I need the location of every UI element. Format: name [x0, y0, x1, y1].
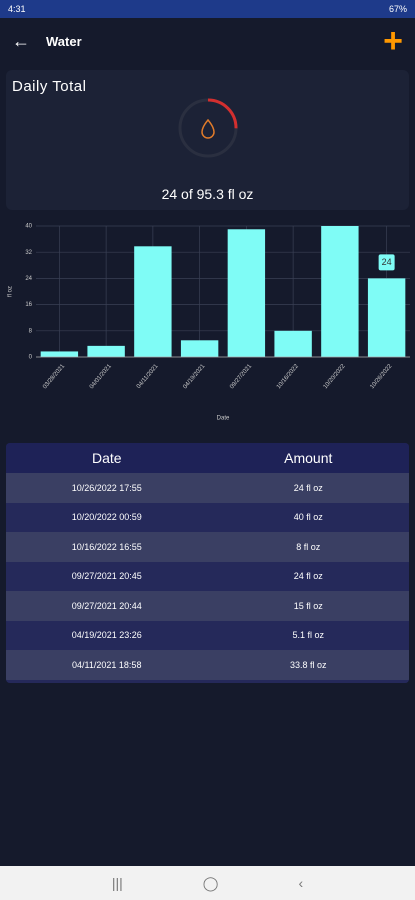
time: 4:31 [8, 4, 26, 14]
history-table: Date Amount 10/26/2022 17:55 24 fl oz 10/20/… [6, 443, 409, 683]
table-header: Date Amount [6, 443, 409, 473]
bar [40, 351, 79, 357]
card-title: Daily Total [12, 78, 87, 95]
table-row: 10/16/2022 16:55 8 fl oz [6, 532, 409, 562]
bar [180, 340, 219, 357]
recents[interactable]: ||| [111, 875, 123, 891]
table-row: 04/19/2021 23:26 5.1 fl oz [6, 620, 409, 650]
app-bar: ← Water + [0, 18, 415, 64]
header-cell: Amount [284, 450, 333, 466]
table-row: 04/11/2021 18:58 33.8 fl oz [6, 650, 409, 680]
cell: 40 fl oz [293, 512, 323, 523]
bar [87, 345, 125, 357]
cell: 04/11/2021 18:58 [72, 659, 142, 670]
home[interactable]: ◯ [202, 874, 219, 891]
tooltip-label: 24 [382, 257, 392, 267]
x-axis-label: Date [217, 416, 230, 422]
bar [321, 226, 359, 357]
x-tick-label: 04/01/2021 [89, 363, 113, 390]
table-row: 10/26/2022 17:55 24 fl oz [6, 473, 409, 503]
y-tick-label: 0 [29, 355, 33, 361]
bar [227, 229, 266, 357]
cell: 10/16/2022 16:55 [71, 541, 142, 552]
x-tick-label: 04/19/2021 [182, 363, 206, 390]
table-row: 04/01/2021 15:403.4 fl oz [6, 679, 409, 683]
x-tick-label: 10/20/2022 [323, 363, 347, 390]
x-tick-label: 10/26/2022 [369, 363, 393, 390]
y-tick-label: 24 [25, 276, 32, 282]
daily-card: Daily Total 24 of 95.3 fl oz [6, 70, 409, 210]
drop-icon [201, 118, 215, 139]
battery: 67% [388, 4, 407, 14]
table-row: 10/20/2022 00:59 40 fl oz [6, 502, 409, 532]
cell: 09/27/2021 20:45 [71, 571, 142, 582]
y-tick-label: 40 [25, 224, 32, 230]
chart: 0 8 16 24 32 40 fl oz Date 03/28/2021 04/01/2021 0… [8, 224, 410, 422]
cell: 09/27/2021 20:44 [71, 600, 142, 611]
add-button[interactable]: + [383, 21, 403, 60]
y-tick-label: 16 [25, 302, 32, 308]
x-tick-label: 04/11/2021 [136, 363, 160, 390]
y-tick-label: 32 [25, 250, 32, 256]
x-tick-label: 10/16/2022 [276, 363, 300, 390]
cell: 24 fl oz [293, 571, 323, 582]
summary: 24 of 95.3 fl oz [161, 186, 254, 202]
back-button[interactable]: ← [12, 30, 30, 51]
cell: 15 fl oz [293, 600, 323, 611]
cell: 10/20/2022 00:59 [71, 512, 142, 523]
bar [367, 278, 406, 357]
title: Water [46, 33, 82, 49]
x-tick-label: 09/27/2021 [229, 363, 253, 390]
cell: 10/26/2022 17:55 [71, 482, 142, 493]
cell: 8 fl oz [296, 541, 321, 552]
bar [274, 330, 312, 357]
y-tick-label: 8 [29, 328, 33, 334]
y-axis-label: fl oz [8, 286, 14, 297]
cell: 5.1 fl oz [292, 630, 325, 641]
cell: 04/19/2021 23:26 [71, 630, 142, 641]
x-tick-label: 03/28/2021 [42, 363, 66, 390]
tooltip [378, 254, 395, 271]
gauge [178, 98, 238, 158]
cell: 33.8 fl oz [289, 659, 327, 670]
header-cell: Date [91, 450, 122, 466]
table-row: 09/27/2021 20:44 15 fl oz [6, 591, 409, 621]
table-row: 09/27/2021 20:45 24 fl oz [6, 561, 409, 591]
back[interactable]: ‹ [298, 875, 304, 891]
status-bar: 4:31 67% [0, 0, 415, 18]
gauge-arc [207, 98, 238, 129]
cell: 24 fl oz [293, 482, 323, 493]
nav-bar: ||| ◯ ‹ [0, 866, 415, 900]
bar [134, 246, 172, 357]
